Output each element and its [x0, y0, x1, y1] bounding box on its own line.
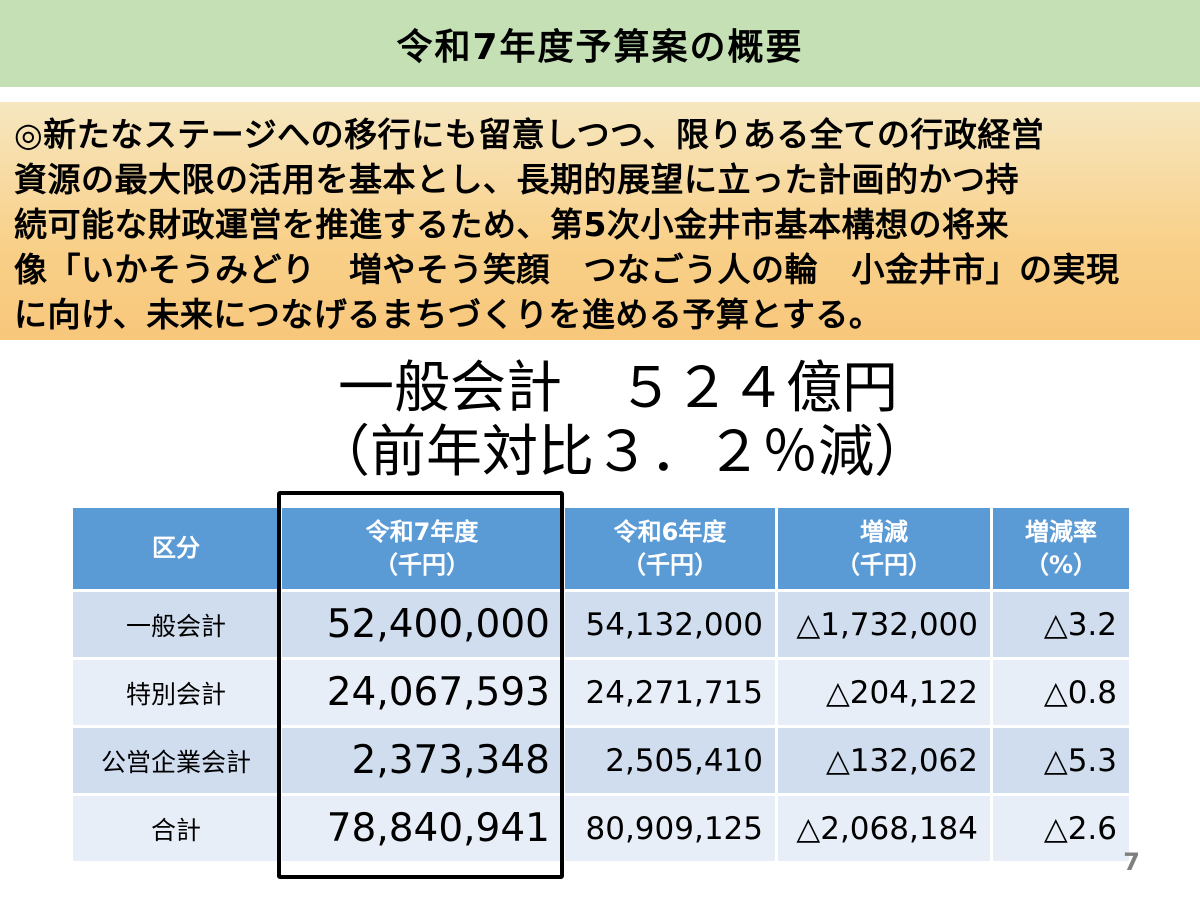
headline-total: 一般会計 ５２４億円 [338, 356, 898, 421]
title-bar: 令和7年度予算案の概要 [0, 0, 1200, 87]
header-label: 令和7年度 [365, 517, 479, 546]
row-change-value: △2,068,184 [778, 796, 990, 861]
row-r7-value: 78,840,941 [282, 796, 562, 861]
header-label: 増減率 [1025, 517, 1097, 546]
header-change: 増減 （千円） [778, 508, 990, 589]
row-change-value: △1,732,000 [778, 592, 990, 657]
header-category: 区分 [73, 508, 279, 589]
row-category: 公営企業会計 [73, 728, 279, 793]
header-label: 区分 [152, 534, 200, 562]
row-r6-value: 2,505,410 [565, 728, 775, 793]
summary-line: 像「いかそうみどり 増やそう笑顔 つなごう人の輪 小金井市」の実現 [14, 250, 1120, 289]
row-category: 合計 [73, 796, 279, 861]
row-r7-value: 24,067,593 [282, 660, 562, 725]
row-rate-value: △0.8 [993, 660, 1129, 725]
row-r6-value: 80,909,125 [565, 796, 775, 861]
header-label: 令和6年度 [613, 517, 727, 546]
table-row: 合計 78,840,941 80,909,125 △2,068,184 △2.6 [73, 796, 1129, 861]
header-rate: 増減率 （%） [993, 508, 1129, 589]
r7-column-highlight-frame [277, 491, 564, 879]
budget-table: 区分 令和7年度 （千円） 令和6年度 （千円） 増減 （千円） 増減率 （%） 一般会… [70, 505, 1132, 864]
row-r7-value: 52,400,000 [282, 592, 562, 657]
row-change-value: △132,062 [778, 728, 990, 793]
row-category: 一般会計 [73, 592, 279, 657]
headline-comparison: （前年対比３．２％減） [314, 420, 930, 485]
row-rate-value: △5.3 [993, 728, 1129, 793]
header-label: 増減 [860, 517, 908, 546]
row-rate-value: △2.6 [993, 796, 1129, 861]
row-change-value: △204,122 [778, 660, 990, 725]
row-r6-value: 24,271,715 [565, 660, 775, 725]
summary-line: ◎新たなステージへの移行にも留意しつつ、限りある全ての行政経営 [14, 115, 1045, 154]
row-category: 特別会計 [73, 660, 279, 725]
header-r7: 令和7年度 （千円） [282, 508, 562, 589]
table-row: 公営企業会計 2,373,348 2,505,410 △132,062 △5.3 [73, 728, 1129, 793]
summary-line: 続可能な財政運営を推進するため、第5次小金井市基本構想の将来 [14, 205, 1009, 244]
row-r6-value: 54,132,000 [565, 592, 775, 657]
header-r6: 令和6年度 （千円） [565, 508, 775, 589]
page-number: 7 [1123, 848, 1140, 876]
header-unit: （千円） [836, 550, 932, 579]
header-unit: （千円） [374, 550, 470, 579]
summary-line: 資源の最大限の活用を基本とし、長期的展望に立った計画的かつ持 [14, 160, 1019, 199]
header-unit: （%） [1024, 550, 1098, 579]
page-title: 令和7年度予算案の概要 [396, 26, 804, 68]
table-row: 特別会計 24,067,593 24,271,715 △204,122 △0.8 [73, 660, 1129, 725]
table-row: 一般会計 52,400,000 54,132,000 △1,732,000 △3… [73, 592, 1129, 657]
table-header-row: 区分 令和7年度 （千円） 令和6年度 （千円） 増減 （千円） 増減率 （%） [73, 508, 1129, 589]
row-r7-value: 2,373,348 [282, 728, 562, 793]
summary-box: ◎新たなステージへの移行にも留意しつつ、限りある全ての行政経営 資源の最大限の活… [0, 102, 1200, 340]
summary-line: に向け、未来につなげるまちづくりを進める予算とする。 [14, 295, 883, 334]
header-unit: （千円） [622, 550, 718, 579]
row-rate-value: △3.2 [993, 592, 1129, 657]
